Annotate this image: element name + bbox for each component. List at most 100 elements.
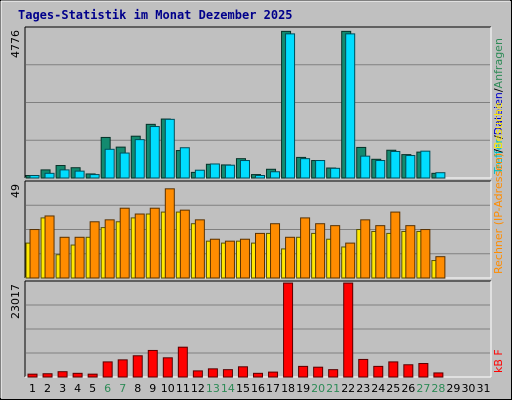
- bar-hits-day-21: [330, 167, 341, 179]
- bar-sites-day-14: [224, 240, 235, 279]
- bar-hits-day-13: [209, 163, 220, 179]
- bar-kbytes-day-2: [42, 373, 53, 378]
- bar-sites-day-5: [89, 221, 100, 279]
- x-tick-label: 28: [431, 382, 445, 395]
- x-tick-label: 2: [44, 382, 51, 395]
- bar-kbytes-day-5: [87, 373, 98, 378]
- bar-sites-day-10: [164, 188, 175, 279]
- x-tick-label: 6: [104, 382, 111, 395]
- x-tick-label: 21: [326, 382, 340, 395]
- right-axis-label: Treffer/Dateien/Anfragen: [492, 38, 505, 175]
- x-tick-label: 10: [161, 382, 175, 395]
- right-axis-label-part: /: [492, 149, 505, 153]
- bar-kbytes-day-23: [358, 358, 369, 378]
- bar-kbytes-day-27: [418, 363, 429, 378]
- bar-kbytes-day-25: [388, 361, 399, 378]
- x-tick-label: 26: [401, 382, 415, 395]
- right-axis-label-part: Dateien: [492, 92, 505, 135]
- bar-hits-day-14: [224, 164, 235, 179]
- bar-hits-day-24: [375, 160, 386, 179]
- bar-hits-day-6: [104, 148, 115, 179]
- bar-sites-day-4: [74, 236, 85, 279]
- bar-hits-day-23: [360, 155, 371, 179]
- x-tick-label: 25: [386, 382, 400, 395]
- bar-sites-day-15: [239, 238, 250, 279]
- bar-hits-day-28: [435, 172, 446, 179]
- y-max-label: 23017: [9, 284, 22, 319]
- x-tick-label: 17: [266, 382, 280, 395]
- bar-sites-day-26: [405, 225, 416, 279]
- bar-sites-day-11: [179, 209, 190, 279]
- x-tick-label: 5: [89, 382, 96, 395]
- bar-kbytes-day-24: [373, 365, 384, 378]
- bar-hits-day-19: [300, 158, 311, 179]
- bar-kbytes-day-15: [237, 366, 248, 378]
- bar-hits-day-11: [179, 147, 190, 179]
- x-tick-label: 8: [134, 382, 141, 395]
- x-tick-label: 14: [221, 382, 235, 395]
- bar-hits-day-4: [74, 170, 85, 179]
- x-tick-label: 23: [356, 382, 370, 395]
- bar-sites-day-27: [420, 229, 431, 279]
- bar-hits-day-22: [345, 33, 356, 179]
- x-tick-label: 3: [59, 382, 66, 395]
- x-tick-label: 18: [281, 382, 295, 395]
- bar-hits-day-10: [164, 118, 175, 179]
- x-tick-label: 1: [29, 382, 36, 395]
- bar-kbytes-day-18: [283, 282, 294, 378]
- bar-kbytes-day-12: [192, 370, 203, 378]
- bar-sites-day-8: [134, 213, 145, 279]
- x-tick-label: 15: [236, 382, 250, 395]
- panel-sites-visits: 49 Rechner (IP-Adressen)/Besuche: [9, 102, 505, 279]
- bar-hits-day-26: [405, 155, 416, 179]
- bar-kbytes-day-3: [57, 371, 68, 378]
- right-axis-label-part: Treffer: [492, 139, 505, 175]
- x-tick-label: 30: [461, 382, 475, 395]
- bar-kbytes-day-20: [313, 366, 324, 378]
- bar-sites-day-18: [285, 236, 296, 279]
- bar-hits-day-18: [285, 33, 296, 179]
- right-axis-label-part: /: [492, 88, 505, 92]
- bar-kbytes-day-7: [117, 359, 128, 378]
- right-axis-label: Rechner (IP-Adressen)/Besuche: [492, 102, 505, 274]
- right-axis-label-part: Rechner (IP-Adressen): [492, 153, 505, 274]
- x-tick-label: 7: [119, 382, 126, 395]
- x-tick-label: 11: [176, 382, 190, 395]
- bar-hits-day-12: [194, 169, 205, 179]
- x-tick-label: 19: [296, 382, 310, 395]
- bar-sites-day-3: [59, 236, 70, 279]
- bar-kbytes-day-4: [72, 372, 83, 378]
- bar-hits-day-8: [134, 139, 145, 179]
- bar-sites-day-19: [300, 217, 311, 279]
- bar-hits-day-1: [29, 175, 40, 179]
- bar-kbytes-day-10: [162, 357, 173, 378]
- y-max-label: 4776: [9, 30, 22, 58]
- bar-kbytes-day-1: [27, 373, 38, 378]
- bar-sites-day-17: [270, 223, 281, 279]
- bar-hits-day-9: [149, 126, 160, 179]
- x-tick-label: 16: [251, 382, 265, 395]
- bar-sites-day-2: [44, 215, 55, 279]
- panel-kbytes: 23017 kB F: [9, 280, 505, 378]
- bar-sites-day-23: [360, 219, 371, 279]
- x-tick-label: 20: [311, 382, 325, 395]
- bar-sites-day-21: [330, 225, 341, 279]
- x-tick-label: 12: [191, 382, 205, 395]
- bar-hits-day-2: [44, 172, 55, 179]
- bar-sites-day-25: [390, 211, 401, 279]
- bar-hits-day-17: [270, 171, 281, 179]
- bar-hits-day-3: [59, 169, 70, 179]
- x-tick-label: 22: [341, 382, 355, 395]
- bar-kbytes-day-26: [403, 364, 414, 378]
- x-tick-label: 4: [74, 382, 81, 395]
- bar-hits-day-5: [89, 174, 100, 179]
- bar-kbytes-day-8: [132, 355, 143, 378]
- bar-sites-day-13: [209, 238, 220, 279]
- bar-sites-day-1: [29, 229, 40, 279]
- right-axis-label-part: Anfragen: [492, 38, 505, 88]
- bar-hits-day-16: [255, 175, 265, 179]
- bar-sites-day-22: [345, 242, 356, 279]
